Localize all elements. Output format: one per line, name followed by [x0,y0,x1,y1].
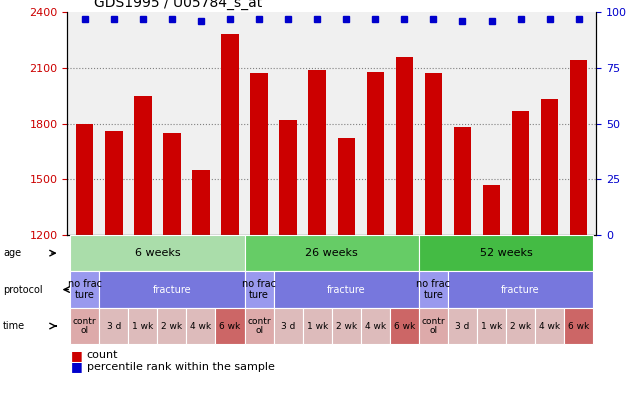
Text: contr
ol: contr ol [73,317,97,335]
Bar [192,170,210,235]
Text: protocol: protocol [3,285,43,294]
Bar [105,131,122,235]
Bar [279,120,297,235]
Text: 2 wk: 2 wk [336,322,357,330]
Text: 1 wk: 1 wk [132,322,153,330]
Text: contr
ol: contr ol [422,317,445,335]
Text: count: count [87,350,118,360]
Text: 3 d: 3 d [106,322,121,330]
Text: fracture: fracture [153,285,191,294]
Text: 3 d: 3 d [455,322,470,330]
Text: time: time [3,321,26,331]
Text: fracture: fracture [501,285,540,294]
Text: contr
ol: contr ol [247,317,271,335]
Bar [338,139,355,235]
Text: 4 wk: 4 wk [539,322,560,330]
Bar [454,127,471,235]
Bar [134,96,151,235]
Text: 2 wk: 2 wk [510,322,531,330]
Text: fracture: fracture [327,285,365,294]
Text: 4 wk: 4 wk [365,322,386,330]
Text: percentile rank within the sample: percentile rank within the sample [87,362,274,371]
Bar [483,185,500,235]
Text: no frac
ture: no frac ture [242,279,276,300]
Text: 6 wk: 6 wk [394,322,415,330]
Text: 52 weeks: 52 weeks [479,248,533,258]
Text: age: age [3,248,21,258]
Bar [76,124,94,235]
Text: 4 wk: 4 wk [190,322,212,330]
Bar [570,60,587,235]
Bar [541,99,558,235]
Bar [221,34,238,235]
Bar [425,73,442,235]
Text: 1 wk: 1 wk [481,322,502,330]
Text: 26 weeks: 26 weeks [305,248,358,258]
Text: ■: ■ [71,360,82,373]
Text: GDS1995 / U05784_s_at: GDS1995 / U05784_s_at [94,0,262,10]
Bar [512,111,529,235]
Text: 3 d: 3 d [281,322,296,330]
Text: 1 wk: 1 wk [306,322,328,330]
Bar [395,57,413,235]
Text: no frac
ture: no frac ture [417,279,451,300]
Text: no frac
ture: no frac ture [68,279,102,300]
Text: 6 weeks: 6 weeks [135,248,180,258]
Text: 6 wk: 6 wk [568,322,589,330]
Text: ■: ■ [71,349,82,362]
Bar [251,73,268,235]
Bar [308,70,326,235]
Bar [163,133,181,235]
Text: 2 wk: 2 wk [162,322,183,330]
Text: 6 wk: 6 wk [219,322,240,330]
Bar [367,72,384,235]
